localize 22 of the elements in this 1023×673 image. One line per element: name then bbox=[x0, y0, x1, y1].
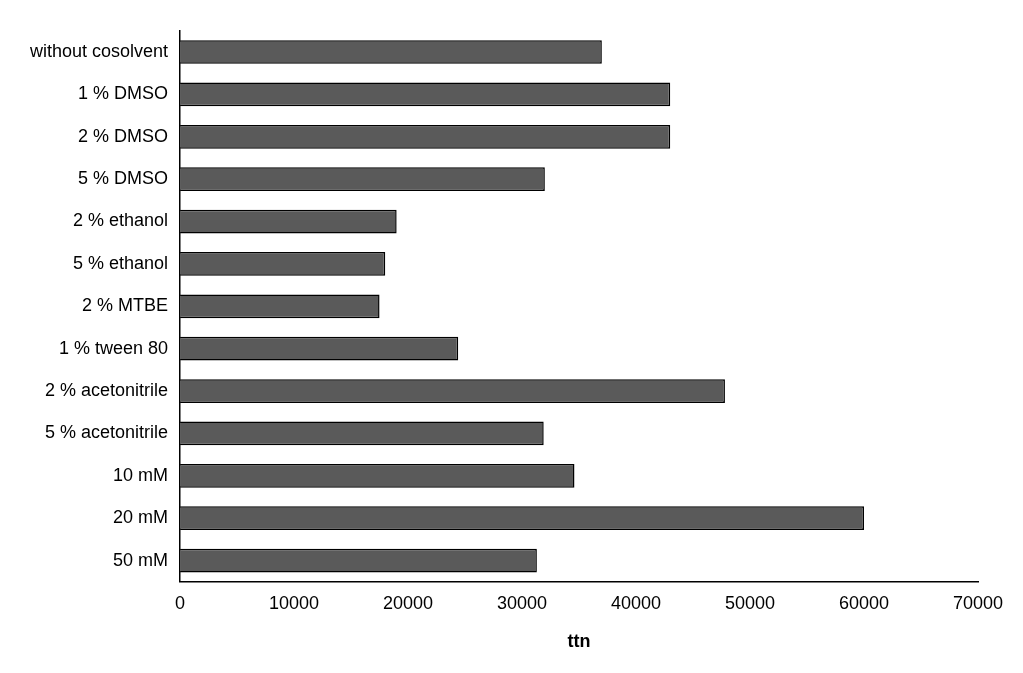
y-tick-label: 2 % acetonitrile bbox=[45, 380, 169, 401]
y-tick-label: 50 mM bbox=[113, 549, 169, 570]
y-tick-label: without cosolvent bbox=[29, 40, 169, 61]
y-tick-label: 1 % tween 80 bbox=[59, 337, 169, 358]
y-tick-label: 5 % DMSO bbox=[78, 168, 169, 189]
x-axis-title: ttn bbox=[567, 631, 591, 652]
y-tick-label: 10 mM bbox=[113, 464, 169, 485]
y-tick-label: 20 mM bbox=[113, 507, 169, 528]
y-tick-label: 2 % DMSO bbox=[78, 125, 169, 146]
y-tick-label: 5 % ethanol bbox=[73, 252, 169, 273]
x-tick-label: 10000 bbox=[269, 592, 320, 613]
y-tick-label: 1 % DMSO bbox=[78, 83, 169, 104]
x-tick-label: 50000 bbox=[724, 592, 776, 613]
y-tick-label: 5 % acetonitrile bbox=[45, 422, 169, 443]
x-tick-label: 30000 bbox=[497, 592, 548, 613]
y-tick-label: 2 % ethanol bbox=[73, 210, 169, 231]
x-tick-label: 60000 bbox=[838, 592, 890, 613]
y-tick-label: 2 % MTBE bbox=[82, 295, 169, 316]
x-tick-label: 70000 bbox=[952, 592, 1004, 613]
x-tick-label: 20000 bbox=[383, 592, 434, 613]
x-tick-label: 40000 bbox=[611, 592, 662, 613]
x-tick-label: 0 bbox=[175, 592, 186, 613]
